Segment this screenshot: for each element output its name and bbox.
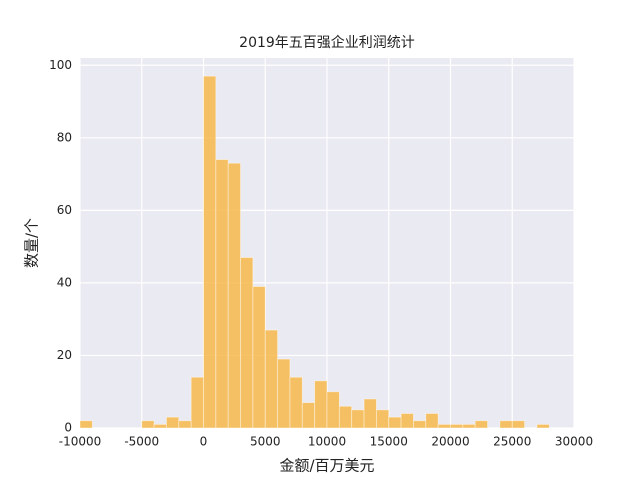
bar <box>289 376 303 429</box>
bar <box>240 257 254 429</box>
bar <box>511 420 526 429</box>
y-tick-label: 40 <box>57 275 72 289</box>
bar <box>141 420 155 429</box>
bar <box>190 376 204 429</box>
bar <box>227 162 241 429</box>
bar <box>166 416 180 429</box>
bar <box>301 402 316 429</box>
bar <box>338 405 353 429</box>
bar <box>474 420 488 429</box>
x-tick-label: 10000 <box>308 435 346 449</box>
x-tick-label: 0 <box>200 435 208 449</box>
y-tick-label: 100 <box>49 58 72 72</box>
bar <box>326 391 340 429</box>
bar <box>215 159 229 429</box>
bar <box>536 423 550 429</box>
bar <box>388 416 402 429</box>
bar <box>413 420 427 429</box>
bar <box>203 75 217 429</box>
x-tick-label: 25000 <box>493 435 531 449</box>
bar <box>363 398 377 429</box>
bar <box>178 420 192 429</box>
bar <box>437 423 451 429</box>
x-tick-label: -10000 <box>59 435 102 449</box>
bar <box>264 329 279 429</box>
y-tick-label: 60 <box>57 203 72 217</box>
x-tick-label: 5000 <box>250 435 281 449</box>
y-axis-label: 数量/个 <box>23 218 41 268</box>
bar <box>79 420 93 429</box>
bar <box>252 286 266 429</box>
x-tick-label: 20000 <box>431 435 469 449</box>
x-tick-label: 15000 <box>370 435 408 449</box>
bar <box>314 380 328 429</box>
x-axis-label: 金额/百万美元 <box>279 457 374 475</box>
bar <box>153 423 167 429</box>
bar <box>277 358 291 429</box>
x-tick-label: 30000 <box>555 435 593 449</box>
bar <box>400 413 414 429</box>
bar <box>450 423 464 429</box>
chart-title: 2019年五百强企业利润统计 <box>239 34 415 51</box>
x-tick-label: -5000 <box>124 435 159 449</box>
bar <box>499 420 513 429</box>
bar <box>462 423 476 429</box>
y-tick-label: 20 <box>57 348 72 362</box>
y-tick-label: 80 <box>57 130 72 144</box>
bar <box>375 409 390 429</box>
bar <box>351 409 365 429</box>
y-tick-label: 0 <box>64 421 72 435</box>
bar <box>425 413 439 429</box>
